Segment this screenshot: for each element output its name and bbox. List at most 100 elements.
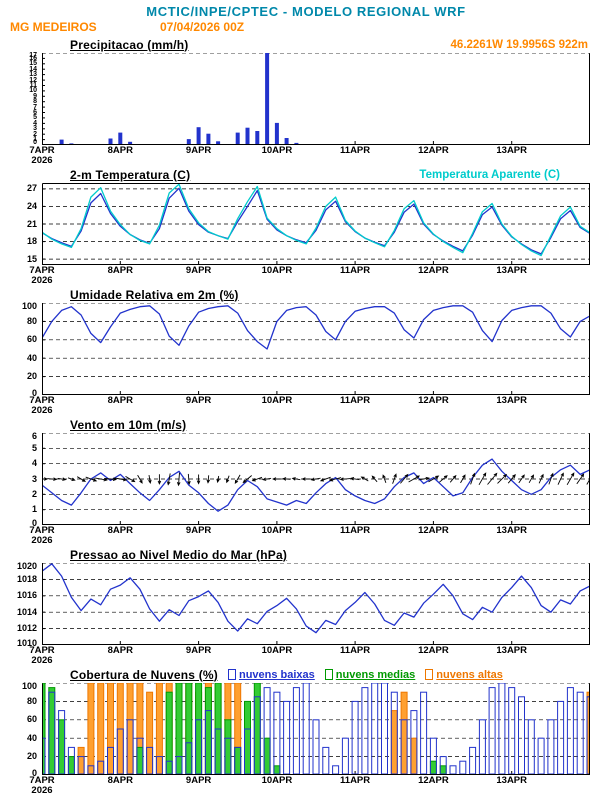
y-tick-label: 80: [27, 697, 37, 706]
panel-clouds-head: Cobertura de Nuvens (%) nuvens baixas nu…: [0, 666, 612, 683]
x-tick-label: 13APR: [488, 266, 536, 276]
legend-clouds-mid-label: nuvens medias: [336, 669, 415, 681]
y-tick-label: 60: [27, 335, 37, 344]
y-tick-label: 4: [32, 459, 37, 468]
station-name: MG MEDEIROS: [10, 20, 97, 34]
x-tick-label: 9APR: [175, 266, 223, 276]
panel-temperature: 2-m Temperatura (C) Temperatura Aparente…: [0, 166, 612, 286]
station-coords: 46.2261W 19.9956S 922m: [451, 39, 588, 51]
model-title: MCTIC/INPE/CPTEC - MODELO REGIONAL WRF: [0, 4, 612, 19]
y-tick-label: 40: [27, 734, 37, 743]
panel-title-precipitation: Precipitacao (mm/h): [70, 38, 189, 52]
y-tick-label: 1016: [17, 591, 37, 600]
panel-title-clouds: Cobertura de Nuvens (%): [70, 668, 218, 682]
run-datetime: 07/04/2026 00Z: [160, 20, 244, 34]
panel-clouds: Cobertura de Nuvens (%) nuvens baixas nu…: [0, 666, 612, 796]
legend-clouds-high-label: nuvens altas: [436, 669, 503, 681]
panel-precipitation-head: Precipitacao (mm/h) 46.2261W 19.9956S 92…: [0, 36, 612, 53]
x-tick-label: 10APR: [253, 776, 301, 786]
x-tick-label: 9APR: [175, 146, 223, 156]
y-tick-label: 40: [27, 354, 37, 363]
x-tick-label: 9APR: [175, 646, 223, 656]
x-tick-label: 10APR: [253, 646, 301, 656]
panel-title-humidity: Umidade Relativa em 2m (%): [70, 288, 239, 302]
panel-temperature-head: 2-m Temperatura (C) Temperatura Aparente…: [0, 166, 612, 183]
panel-wind-head: Vento em 10m (m/s): [0, 416, 612, 433]
x-tick-label: 13APR: [488, 526, 536, 536]
high-clouds-swatch-icon: [425, 669, 433, 680]
y-tick-label: 1: [32, 505, 37, 514]
legend-apparent-temperature: Temperatura Aparente (C): [419, 169, 560, 181]
x-tick-label: 9APR: [175, 526, 223, 536]
y-tick-label: 100: [22, 682, 37, 691]
x-tick-label: 11APR: [331, 396, 379, 406]
x-tick-label: 11APR: [331, 776, 379, 786]
x-tick-label: 11APR: [331, 266, 379, 276]
y-tick-label: 21: [27, 220, 37, 229]
x-tick-label: 11APR: [331, 146, 379, 156]
y-tick-label: 24: [27, 202, 37, 211]
x-tick-label: 10APR: [253, 266, 301, 276]
x-tick-label: 10APR: [253, 526, 301, 536]
x-tick-label: 8APR: [96, 776, 144, 786]
x-tick-label: 12APR: [409, 526, 457, 536]
x-tick-year-label: 2026: [18, 276, 66, 286]
x-tick-label: 12APR: [409, 396, 457, 406]
panel-title-pressure: Pressao ao Nivel Medio do Mar (hPa): [70, 548, 287, 562]
y-tick-label: 1012: [17, 624, 37, 633]
low-clouds-swatch-icon: [228, 669, 236, 680]
legend-clouds-low: nuvens baixas: [228, 669, 315, 681]
y-tick-label: 20: [27, 752, 37, 761]
x-tick-label: 8APR: [96, 146, 144, 156]
x-tick-label: 12APR: [409, 776, 457, 786]
mid-clouds-swatch-icon: [325, 669, 333, 680]
legend-clouds-low-label: nuvens baixas: [239, 669, 315, 681]
clouds-plot: [42, 683, 590, 775]
precipitation-plot: [42, 53, 590, 145]
x-tick-year-label: 2026: [18, 656, 66, 666]
run-info-row: MG MEDEIROS 07/04/2026 00Z: [0, 19, 612, 36]
x-tick-label: 8APR: [96, 396, 144, 406]
y-tick-label: 3: [32, 475, 37, 484]
y-tick-label: 6: [32, 432, 37, 441]
y-tick-label: 100: [22, 302, 37, 311]
y-tick-label: 1014: [17, 608, 37, 617]
y-tick-label: 80: [27, 317, 37, 326]
y-tick-label: 1018: [17, 575, 37, 584]
panel-pressure: Pressao ao Nivel Medio do Mar (hPa) 1010…: [0, 546, 612, 666]
x-tick-label: 12APR: [409, 646, 457, 656]
y-tick-label: 17: [29, 52, 37, 59]
x-tick-label: 13APR: [488, 776, 536, 786]
panel-precipitation: Precipitacao (mm/h) 46.2261W 19.9956S 92…: [0, 36, 612, 166]
y-tick-label: 20: [27, 372, 37, 381]
x-tick-label: 12APR: [409, 266, 457, 276]
x-tick-label: 11APR: [331, 526, 379, 536]
x-tick-label: 8APR: [96, 526, 144, 536]
y-tick-label: 60: [27, 715, 37, 724]
x-tick-label: 9APR: [175, 396, 223, 406]
y-tick-label: 27: [27, 184, 37, 193]
panel-title-temperature: 2-m Temperatura (C): [70, 168, 190, 182]
x-tick-year-label: 2026: [18, 156, 66, 166]
x-tick-label: 11APR: [331, 646, 379, 656]
x-tick-label: 8APR: [96, 646, 144, 656]
pressure-plot: [42, 563, 590, 645]
x-tick-label: 10APR: [253, 146, 301, 156]
legend-clouds-high: nuvens altas: [425, 669, 503, 681]
y-tick-label: 1020: [17, 562, 37, 571]
